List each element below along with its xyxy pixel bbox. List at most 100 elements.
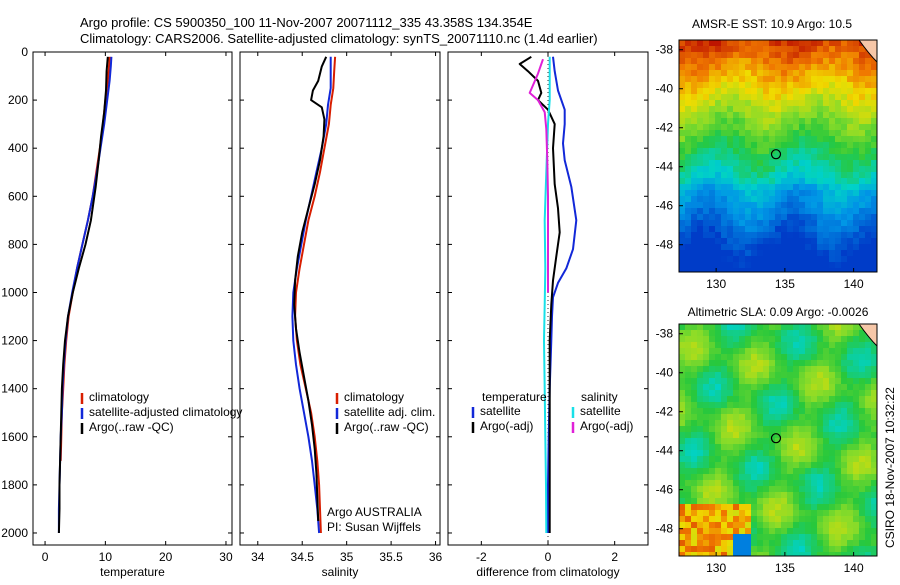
map-cell — [751, 40, 757, 46]
map-cell — [745, 190, 751, 196]
map-cell — [685, 268, 691, 272]
map-cell — [793, 402, 799, 408]
map-cell — [721, 420, 727, 426]
map-cell — [769, 88, 775, 94]
map-cell — [793, 256, 799, 262]
plots-layer: 0 10 20 30temperature0200400600800100012001… — [1, 39, 878, 579]
map-cell — [709, 372, 715, 378]
map-cell — [715, 124, 721, 130]
map-cell — [757, 330, 763, 336]
map-cell — [685, 330, 691, 336]
map-cell — [685, 124, 691, 130]
map-cell — [769, 516, 775, 522]
map-cell — [817, 486, 823, 492]
map-cell — [757, 118, 763, 124]
map-cell — [721, 76, 727, 82]
map-cell — [733, 414, 739, 420]
map-cell — [871, 534, 877, 540]
map-cell — [751, 468, 757, 474]
map-cell — [685, 232, 691, 238]
map-cell — [793, 486, 799, 492]
map-cell — [793, 214, 799, 220]
map-cell — [727, 124, 733, 130]
map-cell — [835, 534, 841, 540]
map-cell — [865, 360, 871, 366]
map-cell — [721, 148, 727, 154]
map-cell — [811, 52, 817, 58]
map-cell — [703, 250, 709, 256]
y-tick-label: -48 — [656, 522, 674, 536]
map-cell — [733, 76, 739, 82]
map-cell — [721, 342, 727, 348]
map-cell — [709, 456, 715, 462]
map-cell — [859, 118, 865, 124]
map-cell — [679, 552, 685, 556]
map-cell — [733, 208, 739, 214]
map-cell — [757, 256, 763, 262]
map-cell — [841, 52, 847, 58]
map-cell — [799, 184, 805, 190]
map-cell — [775, 76, 781, 82]
map-cell — [805, 106, 811, 112]
map-cell — [709, 366, 715, 372]
map-cell — [721, 438, 727, 444]
map-cell — [763, 390, 769, 396]
map-cell — [679, 130, 685, 136]
map-cell — [751, 58, 757, 64]
map-cell — [799, 534, 805, 540]
map-cell — [865, 154, 871, 160]
map-cell — [829, 220, 835, 226]
map-cell — [691, 402, 697, 408]
map-cell — [841, 76, 847, 82]
map-cell — [841, 342, 847, 348]
map-cell — [805, 178, 811, 184]
map-cell — [769, 190, 775, 196]
map-cell — [871, 432, 877, 438]
map-cell — [679, 244, 685, 250]
map-cell — [775, 268, 781, 272]
map-cell — [859, 402, 865, 408]
map-cell — [859, 450, 865, 456]
map-cell — [763, 402, 769, 408]
legend-label: Argo(-adj) — [580, 419, 633, 433]
map-cell — [685, 256, 691, 262]
map-cell — [757, 124, 763, 130]
map-cell — [859, 408, 865, 414]
map-cell — [823, 238, 829, 244]
map-cell — [757, 178, 763, 184]
map-cell — [865, 450, 871, 456]
map-cell — [781, 46, 787, 52]
map-cell — [853, 70, 859, 76]
map-cell — [769, 468, 775, 474]
map-cell — [859, 468, 865, 474]
map-cell — [805, 244, 811, 250]
map-cell — [745, 552, 751, 556]
map-cell — [733, 528, 739, 534]
map-cell — [715, 184, 721, 190]
map-cell — [727, 492, 733, 498]
map-cell — [751, 408, 757, 414]
map-cell — [679, 378, 685, 384]
map-cell — [841, 256, 847, 262]
map-cell — [793, 70, 799, 76]
map-cell — [811, 94, 817, 100]
map-cell — [823, 396, 829, 402]
map-cell — [703, 88, 709, 94]
map-cell — [763, 516, 769, 522]
map-cell — [811, 154, 817, 160]
map-cell — [685, 510, 691, 516]
map-cell — [721, 94, 727, 100]
map-cell — [697, 438, 703, 444]
map-cell — [691, 498, 697, 504]
map-cell — [841, 504, 847, 510]
map-cell — [805, 166, 811, 172]
map-cell — [781, 480, 787, 486]
map-cell — [859, 220, 865, 226]
map-cell — [721, 468, 727, 474]
map-cell — [757, 82, 763, 88]
map-cell — [793, 540, 799, 546]
map-cell — [703, 384, 709, 390]
map-cell — [811, 202, 817, 208]
map-cell — [757, 492, 763, 498]
map-cell — [763, 528, 769, 534]
